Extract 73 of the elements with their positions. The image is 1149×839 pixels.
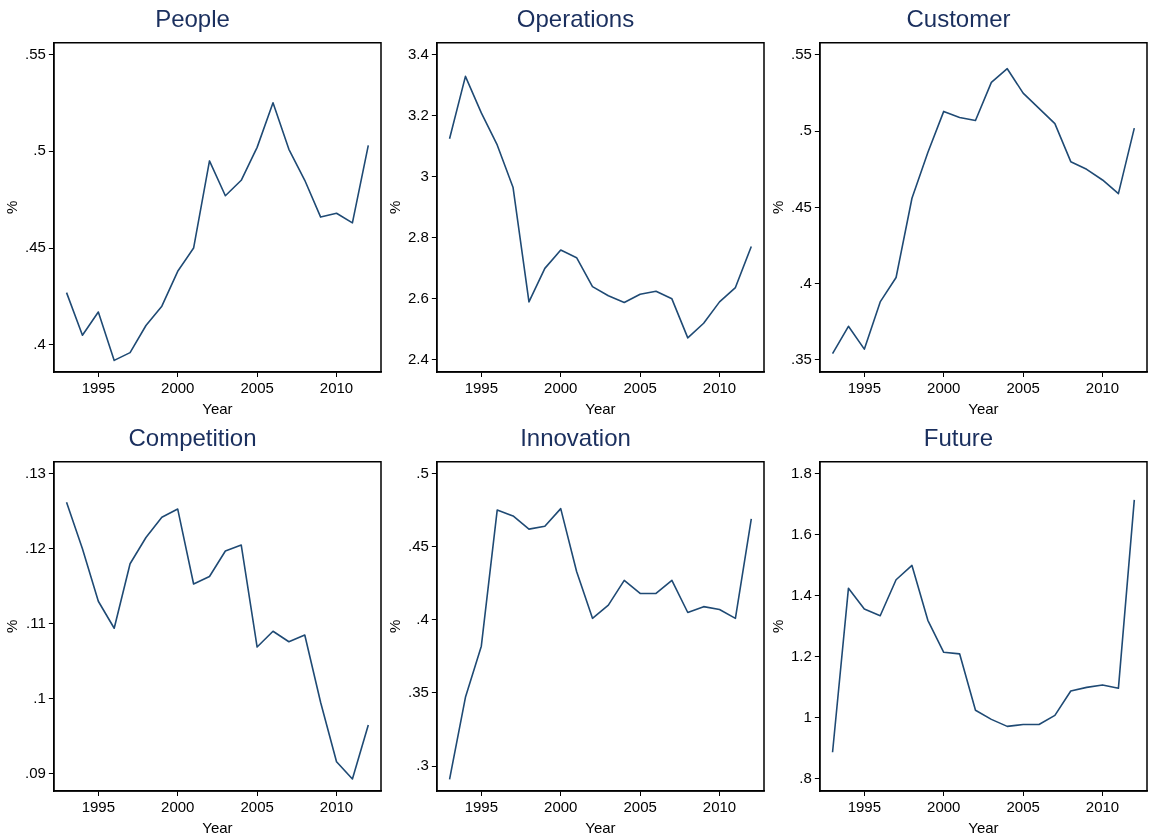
- y-tick-label: 1.2: [790, 647, 812, 665]
- y-tick-label: .4: [799, 273, 812, 291]
- x-axis-title: Year: [968, 819, 999, 837]
- x-tick-label: 2005: [240, 798, 274, 816]
- y-tick-label: 2.8: [407, 228, 429, 246]
- x-tick-label: 2000: [927, 379, 961, 397]
- y-tick-label: 3: [420, 167, 429, 185]
- y-tick-label: .35: [407, 683, 429, 701]
- x-tick-label: 1995: [81, 798, 116, 816]
- y-tick-label: .45: [407, 536, 429, 554]
- x-tick-label: 2005: [623, 379, 657, 397]
- y-tick-label: .4: [33, 335, 46, 353]
- y-tick-label: .4: [416, 609, 429, 627]
- x-tick-label: 1995: [464, 798, 499, 816]
- x-tick-label: 2000: [544, 798, 578, 816]
- x-axis-title: Year: [585, 400, 616, 418]
- chart-title: Customer: [906, 5, 1011, 33]
- y-tick-label: 1.4: [790, 586, 812, 604]
- x-axis-title: Year: [968, 400, 999, 418]
- x-tick-label: 2010: [1085, 798, 1120, 816]
- x-tick-label: 2005: [1006, 798, 1040, 816]
- x-tick-label: 2010: [319, 798, 354, 816]
- x-tick-label: 2005: [1006, 379, 1040, 397]
- x-tick-label: 2000: [161, 798, 195, 816]
- x-tick-label: 2005: [623, 798, 657, 816]
- y-axis-title: %: [386, 619, 404, 634]
- x-tick-label: 2000: [544, 379, 578, 397]
- x-tick-label: 2000: [161, 379, 195, 397]
- y-tick-label: .8: [799, 768, 812, 786]
- y-tick-label: .45: [790, 197, 812, 215]
- y-axis-title: %: [769, 619, 787, 634]
- y-tick-label: .1: [33, 688, 46, 706]
- y-axis-title: %: [3, 619, 21, 634]
- chart-title: Innovation: [520, 424, 631, 452]
- chart-title: Operations: [516, 5, 635, 33]
- y-tick-label: .5: [799, 121, 812, 139]
- chart-title: Future: [923, 424, 994, 452]
- chart-title: People: [155, 5, 230, 33]
- y-tick-label: .11: [26, 613, 46, 631]
- y-tick-label: 1.8: [790, 464, 812, 482]
- x-tick-label: 1995: [847, 798, 882, 816]
- y-tick-label: 3.4: [407, 45, 429, 63]
- x-tick-label: 2010: [319, 379, 354, 397]
- y-tick-label: .12: [24, 538, 46, 556]
- y-tick-label: 1.6: [790, 525, 812, 543]
- x-tick-label: 2005: [240, 379, 274, 397]
- y-tick-label: .09: [24, 763, 46, 781]
- y-tick-label: 3.2: [407, 106, 429, 124]
- x-tick-label: 1995: [81, 379, 116, 397]
- x-tick-label: 1995: [847, 379, 882, 397]
- x-tick-label: 2000: [927, 798, 961, 816]
- x-tick-label: 2010: [702, 379, 737, 397]
- y-tick-label: 2.4: [407, 349, 429, 367]
- y-tick-label: .5: [33, 141, 46, 159]
- y-axis-title: %: [769, 200, 787, 215]
- y-tick-label: .55: [24, 44, 46, 62]
- y-tick-label: .3: [416, 756, 429, 774]
- y-tick-label: .5: [416, 463, 429, 481]
- x-axis-title: Year: [202, 819, 233, 837]
- x-tick-label: 1995: [464, 379, 499, 397]
- y-tick-label: .13: [24, 463, 46, 481]
- y-axis-title: %: [386, 200, 404, 215]
- y-tick-label: .45: [24, 238, 46, 256]
- y-tick-label: 1: [803, 707, 812, 725]
- x-axis-title: Year: [585, 819, 616, 837]
- x-axis-title: Year: [202, 400, 233, 418]
- x-tick-label: 2010: [1085, 379, 1120, 397]
- x-tick-label: 2010: [702, 798, 737, 816]
- y-axis-title: %: [3, 200, 21, 215]
- y-tick-label: .55: [790, 45, 812, 63]
- y-tick-label: .35: [790, 349, 812, 367]
- y-tick-label: 2.6: [407, 288, 429, 306]
- chart-title: Competition: [128, 424, 257, 452]
